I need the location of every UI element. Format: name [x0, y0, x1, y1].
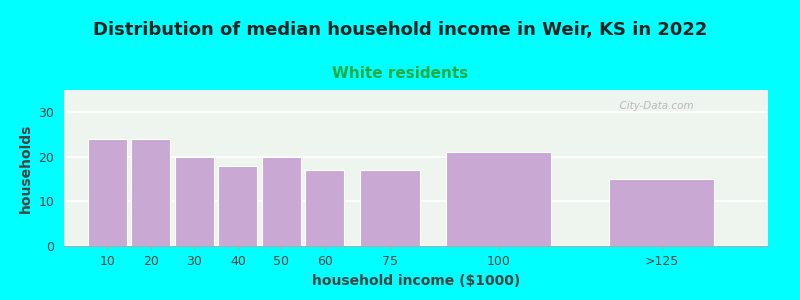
- Y-axis label: households: households: [19, 123, 33, 213]
- Bar: [305, 170, 344, 246]
- X-axis label: household income ($1000): household income ($1000): [312, 274, 520, 288]
- Bar: [88, 139, 127, 246]
- Text: White residents: White residents: [332, 66, 468, 81]
- Bar: [131, 139, 170, 246]
- Text: City-Data.com: City-Data.com: [613, 101, 694, 111]
- Bar: [359, 170, 420, 246]
- Bar: [446, 152, 550, 246]
- Bar: [262, 157, 301, 246]
- Text: Distribution of median household income in Weir, KS in 2022: Distribution of median household income …: [93, 21, 707, 39]
- Bar: [175, 157, 214, 246]
- Bar: [610, 179, 714, 246]
- Bar: [218, 166, 258, 246]
